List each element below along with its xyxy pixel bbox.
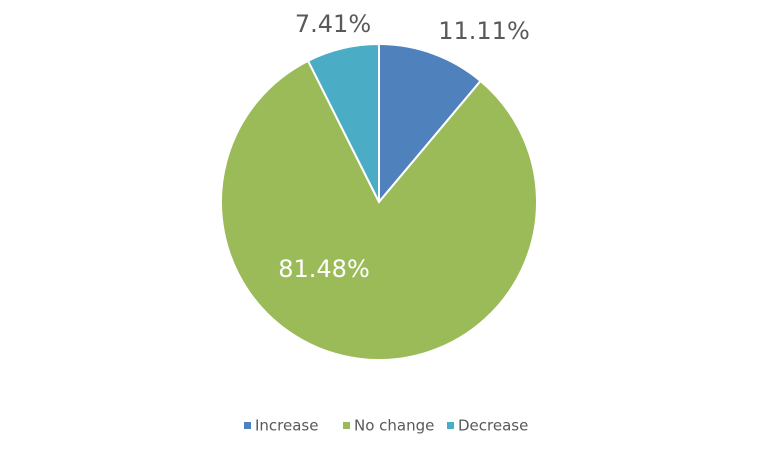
legend-label: Increase	[255, 417, 318, 435]
pie-slice	[378, 42, 482, 205]
legend-marker	[343, 422, 350, 429]
data-label: 7.41%	[295, 10, 371, 38]
data-label: 81.48%	[278, 255, 370, 283]
legend-label: Decrease	[458, 417, 528, 435]
data-label: 11.11%	[438, 17, 530, 45]
legend-marker	[447, 422, 454, 429]
pie-slice	[220, 59, 538, 361]
pie-slice	[306, 42, 380, 203]
legend-marker	[244, 422, 251, 429]
legend-label: No change	[354, 417, 434, 435]
